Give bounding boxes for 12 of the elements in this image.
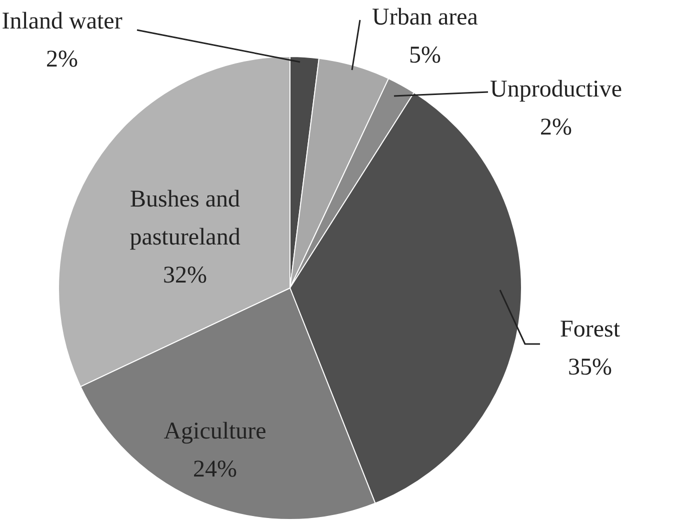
data-label: 2%	[46, 46, 78, 72]
data-label: 24%	[193, 456, 237, 482]
data-label: 35%	[568, 354, 612, 380]
slice-label: Inland water	[2, 8, 122, 34]
slice-label: Unproductive	[490, 76, 622, 102]
slice-label: Urban area	[372, 4, 478, 30]
data-label: 2%	[540, 114, 572, 140]
slice-label: Agiculture	[164, 418, 266, 444]
slice-label: Bushes and pastureland	[130, 186, 240, 250]
data-label: 32%	[163, 262, 207, 288]
data-label: 5%	[409, 42, 441, 68]
slice-label: Forest	[560, 316, 620, 342]
